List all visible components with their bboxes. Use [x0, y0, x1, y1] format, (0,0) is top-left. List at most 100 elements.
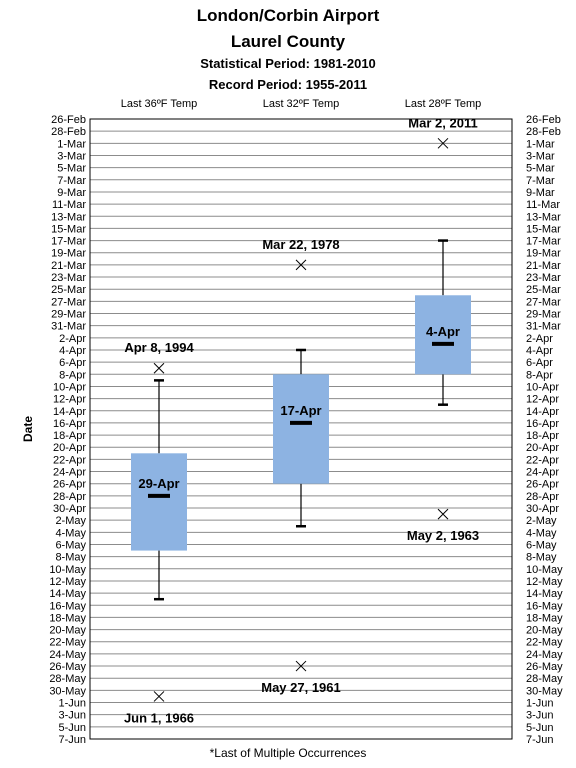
y-tick-label-right: 5-Jun	[526, 722, 554, 734]
y-tick-label-right: 14-May	[526, 588, 563, 600]
y-tick-label-right: 8-Apr	[526, 369, 553, 381]
y-tick-label-left: 28-Apr	[53, 491, 86, 503]
y-tick-label-left: 22-May	[49, 637, 86, 649]
record-marker	[295, 259, 307, 271]
y-tick-label-left: 1-Jun	[58, 698, 86, 710]
y-tick-label-right: 24-May	[526, 649, 563, 661]
y-tick-label-left: 10-May	[49, 564, 86, 576]
y-tick-label-left: 5-Jun	[58, 722, 86, 734]
y-tick-label-right: 2-May	[526, 515, 557, 527]
y-tick-label-right: 7-Mar	[526, 175, 555, 187]
y-tick-label-left: 16-May	[49, 600, 86, 612]
category-label: Last 32ºF Temp	[263, 98, 340, 110]
y-tick-label-left: 15-Mar	[51, 223, 86, 235]
y-tick-label-left: 23-Mar	[51, 272, 86, 284]
y-tick-label-left: 24-Apr	[53, 467, 86, 479]
y-tick-label-right: 12-May	[526, 576, 563, 588]
y-tick-label-right: 7-Jun	[526, 734, 554, 746]
y-tick-label-right: 20-May	[526, 625, 563, 637]
y-tick-label-left: 5-Mar	[57, 163, 86, 175]
y-tick-label-right: 4-Apr	[526, 345, 553, 357]
y-tick-label-right: 3-Jun	[526, 710, 554, 722]
y-tick-label-left: 7-Jun	[58, 734, 86, 746]
y-tick-label-right: 13-Mar	[526, 211, 561, 223]
y-tick-label-right: 1-Mar	[526, 138, 555, 150]
y-tick-label-left: 6-Apr	[59, 357, 86, 369]
y-tick-label-right: 12-Apr	[526, 394, 559, 406]
category-label: Last 36ºF Temp	[121, 98, 198, 110]
y-tick-label-right: 27-Mar	[526, 296, 561, 308]
y-tick-label-left: 12-Apr	[53, 394, 86, 406]
y-tick-label-left: 28-May	[49, 673, 86, 685]
y-tick-label-right: 24-Apr	[526, 467, 559, 479]
y-tick-label-left: 22-Apr	[53, 454, 86, 466]
y-tick-label-left: 20-Apr	[53, 442, 86, 454]
y-tick-label-left: 2-Apr	[59, 333, 86, 345]
y-tick-label-left: 8-Apr	[59, 369, 86, 381]
record-period: Record Period: 1955-2011	[208, 77, 368, 92]
median-label: 17-Apr	[280, 403, 321, 418]
y-tick-label-left: 17-Mar	[51, 236, 86, 248]
y-tick-label-right: 26-Feb	[526, 114, 561, 126]
y-tick-label-right: 8-May	[526, 552, 557, 564]
y-tick-label-left: 31-Mar	[51, 321, 86, 333]
y-tick-label-left: 16-Apr	[53, 418, 86, 430]
y-tick-label-left: 14-May	[49, 588, 86, 600]
category-label: Last 28ºF Temp	[405, 98, 482, 110]
y-tick-label-right: 1-Jun	[526, 698, 554, 710]
median-label: 4-Apr	[426, 324, 460, 339]
y-tick-label-left: 6-May	[55, 539, 86, 551]
y-tick-label-right: 10-May	[526, 564, 563, 576]
y-tick-label-left: 9-Mar	[57, 187, 86, 199]
y-tick-label-left: 13-Mar	[51, 211, 86, 223]
y-tick-label-right: 28-Feb	[526, 126, 561, 138]
y-tick-label-right: 23-Mar	[526, 272, 561, 284]
y-tick-label-right: 30-May	[526, 685, 563, 697]
y-tick-label-left: 12-May	[49, 576, 86, 588]
y-tick-label-right: 6-May	[526, 539, 557, 551]
record-label: Mar 2, 2011	[408, 115, 477, 130]
record-label: Jun 1, 1966	[124, 710, 194, 725]
box	[415, 295, 471, 375]
y-tick-label-left: 7-Mar	[57, 175, 86, 187]
y-tick-label-right: 28-Apr	[526, 491, 559, 503]
record-marker	[437, 137, 449, 149]
record-label: May 2, 1963	[407, 528, 479, 543]
y-tick-label-right: 22-Apr	[526, 454, 559, 466]
y-tick-label-left: 24-May	[49, 649, 86, 661]
box	[273, 374, 329, 484]
y-tick-label-right: 26-Apr	[526, 479, 559, 491]
y-tick-label-right: 18-Apr	[526, 430, 559, 442]
chart-title: London/Corbin Airport	[196, 6, 380, 25]
y-tick-label-left: 18-May	[49, 612, 86, 624]
y-tick-label-right: 9-Mar	[526, 187, 555, 199]
y-tick-label-left: 27-Mar	[51, 296, 86, 308]
y-tick-label-left: 1-Mar	[57, 138, 86, 150]
box	[131, 453, 187, 551]
y-tick-label-right: 19-Mar	[526, 248, 561, 260]
y-tick-label-left: 3-Mar	[57, 150, 86, 162]
y-tick-label-left: 28-Feb	[51, 126, 86, 138]
median-label: 29-Apr	[138, 476, 179, 491]
y-tick-label-left: 21-Mar	[51, 260, 86, 272]
y-tick-label-left: 2-May	[55, 515, 86, 527]
y-tick-label-right: 6-Apr	[526, 357, 553, 369]
statistical-period: Statistical Period: 1981-2010	[200, 56, 376, 71]
y-tick-label-right: 25-Mar	[526, 284, 561, 296]
y-tick-label-left: 18-Apr	[53, 430, 86, 442]
record-label: Mar 22, 1978	[262, 237, 339, 252]
y-tick-label-right: 22-May	[526, 637, 563, 649]
y-tick-label-right: 5-Mar	[526, 163, 555, 175]
y-tick-label-left: 4-May	[55, 527, 86, 539]
y-tick-label-right: 31-Mar	[526, 321, 561, 333]
y-tick-label-right: 21-Mar	[526, 260, 561, 272]
y-tick-label-right: 29-Mar	[526, 309, 561, 321]
y-tick-label-right: 11-Mar	[526, 199, 560, 211]
record-marker	[295, 660, 307, 672]
y-tick-label-left: 14-Apr	[53, 406, 86, 418]
record-marker	[437, 508, 449, 520]
record-label: May 27, 1961	[261, 680, 341, 695]
y-tick-label-right: 26-May	[526, 661, 563, 673]
y-tick-label-right: 17-Mar	[526, 236, 561, 248]
y-tick-label-right: 4-May	[526, 527, 557, 539]
